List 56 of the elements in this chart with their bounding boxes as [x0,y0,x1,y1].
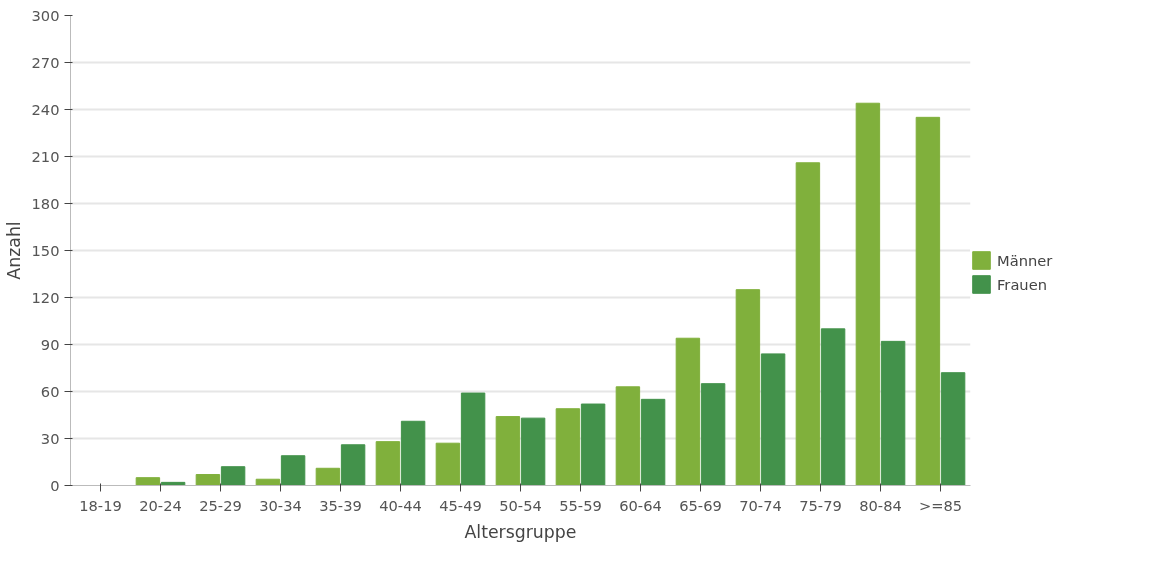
x-tick-label: 60-64 [619,496,662,514]
x-tick-label: 30-34 [259,496,302,514]
y-tick-label: 300 [31,6,60,24]
bar [400,420,426,486]
y-tick-label: 30 [40,429,60,447]
bar [555,408,581,486]
y-tick-label: 60 [40,382,60,400]
bar [640,398,666,486]
bar [915,116,941,486]
bar [615,386,641,486]
x-axis-title: Altersgruppe [464,521,577,542]
y-tick-label: 0 [50,476,60,494]
x-tick-label: 65-69 [679,496,722,514]
y-tick-label: 120 [31,288,60,306]
bar [315,467,341,486]
bar [820,328,846,486]
bar [760,353,786,486]
bar [340,444,366,486]
bar [735,289,761,486]
bar [520,417,546,486]
bar [940,372,966,486]
legend-label: Männer [997,251,1053,269]
bar [580,403,606,486]
y-axis-title: Anzahl [3,221,24,280]
x-tick-label: 70-74 [739,496,782,514]
bar [460,392,486,486]
bar [435,442,461,486]
y-tick-label: 270 [31,53,60,71]
x-tick-label: 18-19 [79,496,122,514]
bar [795,162,821,486]
y-tick-label: 180 [31,194,60,212]
x-tick-label: 80-84 [859,496,902,514]
x-tick-label: 75-79 [799,496,842,514]
y-tick-label: 150 [31,241,60,259]
x-tick-label: 35-39 [319,496,362,514]
x-tick-label: 20-24 [139,496,182,514]
bar [195,474,221,486]
y-tick-label: 210 [31,147,60,165]
x-tick-label: 55-59 [559,496,602,514]
x-tick-label: 50-54 [499,496,542,514]
x-tick-label: >=85 [918,496,963,514]
legend-label: Frauen [997,275,1047,293]
bar [675,337,701,486]
y-tick-label: 240 [31,100,60,118]
bar [135,477,161,486]
x-tick-label: 45-49 [439,496,482,514]
bar [855,102,881,486]
y-tick-label: 90 [40,335,60,353]
x-tick-label: 25-29 [199,496,242,514]
bar [220,466,246,486]
bar [880,340,906,486]
bar [375,441,401,486]
x-tick-label: 40-44 [379,496,422,514]
bar [280,455,306,486]
bar [700,383,726,486]
bar [495,416,521,486]
